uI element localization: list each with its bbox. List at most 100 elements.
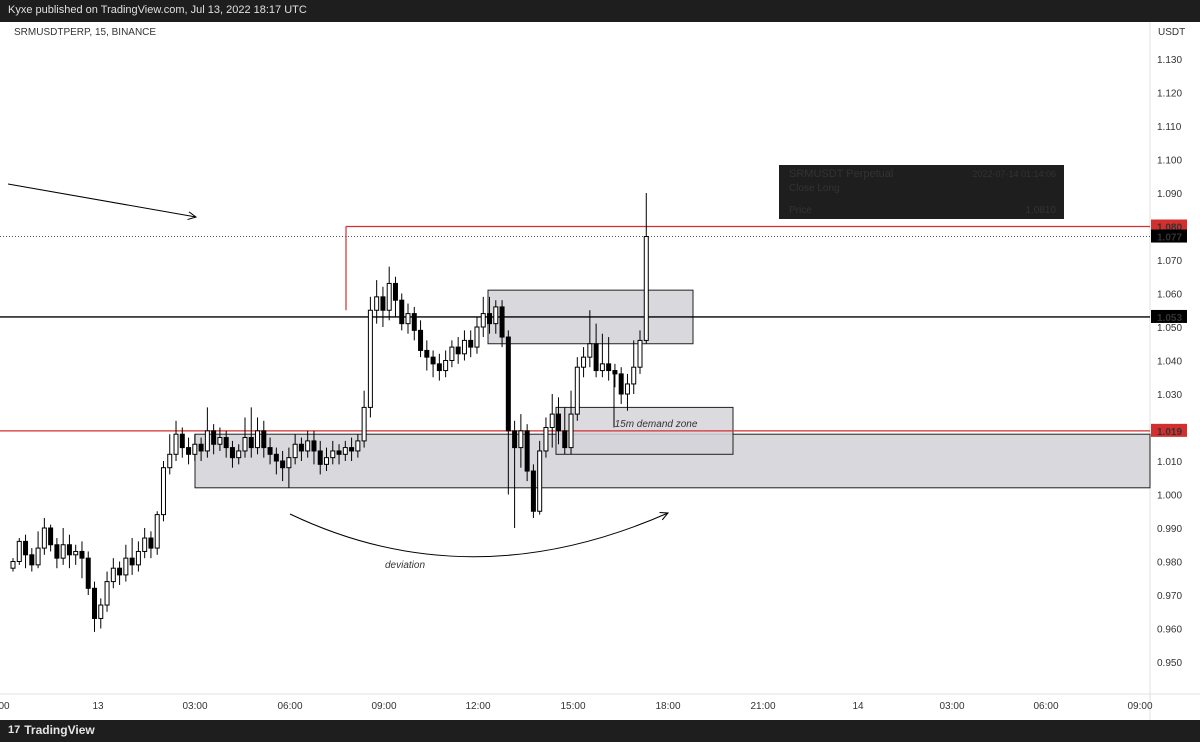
price-badge-label: 1.053: [1157, 313, 1182, 324]
candle-body: [29, 554, 35, 566]
candle-body: [16, 540, 22, 563]
deviation-label: deviation: [385, 560, 425, 571]
candle-body: [624, 383, 630, 395]
candle-body: [568, 413, 574, 449]
candle-body: [524, 430, 530, 472]
candle-body: [512, 430, 518, 449]
info-box-action: Close Long: [789, 183, 840, 194]
candle-body: [443, 360, 449, 372]
candle-body: [261, 430, 267, 449]
info-box-price-label: Price: [789, 205, 812, 216]
x-tick-label: 03:00: [182, 701, 207, 712]
candle-body: [461, 339, 467, 355]
y-tick-label: 1.010: [1157, 457, 1182, 468]
candle-body: [229, 447, 235, 459]
candle-body: [361, 406, 367, 442]
candle-body: [606, 363, 612, 372]
candle-body: [399, 299, 405, 325]
y-tick-label: 1.000: [1157, 491, 1182, 502]
candle-body: [342, 447, 348, 455]
candle-body: [468, 339, 474, 348]
candle-body: [618, 373, 624, 395]
x-tick-label: 03:00: [939, 701, 964, 712]
demand-zone-label: 15m demand zone: [615, 419, 698, 430]
candle-body: [530, 470, 536, 512]
x-tick-label: 12:00: [465, 701, 490, 712]
trend-arrow: [7, 183, 196, 217]
y-tick-label: 1.120: [1157, 89, 1182, 100]
candle-body: [599, 363, 605, 372]
x-tick-label: 21:00: [750, 701, 775, 712]
y-tick-label: 1.040: [1157, 357, 1182, 368]
y-tick-label: 1.060: [1157, 290, 1182, 301]
price-badge-label: 1.077: [1157, 233, 1182, 244]
publish-info: Kyxe published on TradingView.com, Jul 1…: [8, 4, 307, 16]
candle-body: [173, 433, 179, 455]
candle-body: [474, 326, 480, 348]
candle-body: [129, 557, 135, 566]
deviation-curve: [289, 513, 668, 558]
candle-body: [23, 540, 29, 556]
candle-body: [311, 440, 317, 452]
candle-body: [117, 567, 123, 576]
candle-body: [192, 443, 198, 455]
alert-info-box: [779, 165, 1064, 219]
x-tick-label: 00: [0, 701, 10, 712]
candle-body: [449, 346, 455, 362]
candle-body: [543, 427, 549, 452]
info-box-title: SRMUSDT Perpetual: [789, 168, 893, 180]
x-tick-label: 15:00: [560, 701, 585, 712]
candle-body: [643, 236, 649, 341]
candle-body: [555, 413, 561, 432]
candle-body: [267, 447, 273, 455]
candle-body: [123, 557, 129, 576]
candle-body: [154, 514, 160, 549]
candle-body: [612, 370, 618, 375]
candle-body: [330, 450, 336, 459]
y-tick-label: 1.110: [1157, 122, 1182, 133]
y-tick-label: 1.090: [1157, 189, 1182, 200]
candle-body: [480, 313, 486, 328]
candle-body: [562, 430, 568, 449]
candle-body: [324, 457, 329, 465]
candle-body: [405, 313, 411, 325]
publish-header: Kyxe published on TradingView.com, Jul 1…: [0, 0, 1200, 22]
candle-body: [48, 527, 54, 546]
x-tick-label: 14: [852, 701, 864, 712]
price-badge-1.053: [1151, 309, 1187, 323]
y-tick-label: 0.970: [1157, 591, 1182, 602]
price-badge-label: 1.019: [1157, 427, 1182, 438]
candle-body: [537, 450, 543, 512]
candle-body: [160, 467, 166, 516]
candle-body: [98, 604, 104, 619]
candle-body: [593, 343, 599, 372]
y-tick-label: 1.130: [1157, 55, 1182, 66]
candle-body: [499, 306, 505, 338]
candle-body: [336, 450, 342, 455]
tradingview-brand[interactable]: 17 TradingView: [8, 723, 95, 737]
candle-body: [211, 430, 217, 445]
candle-body: [292, 443, 298, 459]
price-badge-1.080: [1151, 219, 1187, 233]
candle-body: [73, 550, 79, 556]
candle-body: [198, 443, 204, 452]
candle-body: [493, 306, 499, 325]
x-tick-label: 06:00: [277, 701, 302, 712]
currency-label: USDT: [1158, 27, 1185, 38]
candle-body: [392, 282, 398, 301]
x-tick-label: 09:00: [371, 701, 396, 712]
candle-body: [286, 457, 292, 469]
candle-body: [487, 313, 493, 325]
candle-body: [455, 346, 461, 355]
price-chart[interactable]: SRMUSDTPERP, 15, BINANCE USDT 1.130 1.120 1.…: [0, 22, 1200, 720]
symbol-label: SRMUSDTPERP, 15, BINANCE: [14, 27, 156, 38]
brand-label: TradingView: [24, 723, 95, 737]
candle-body: [386, 282, 392, 311]
candle-body: [110, 567, 116, 583]
candle-body: [236, 450, 242, 459]
y-tick-label: 0.990: [1157, 524, 1182, 535]
candle-body: [142, 537, 148, 552]
candle-body: [374, 296, 380, 311]
candle-body: [355, 440, 361, 452]
candle-body: [518, 430, 524, 449]
